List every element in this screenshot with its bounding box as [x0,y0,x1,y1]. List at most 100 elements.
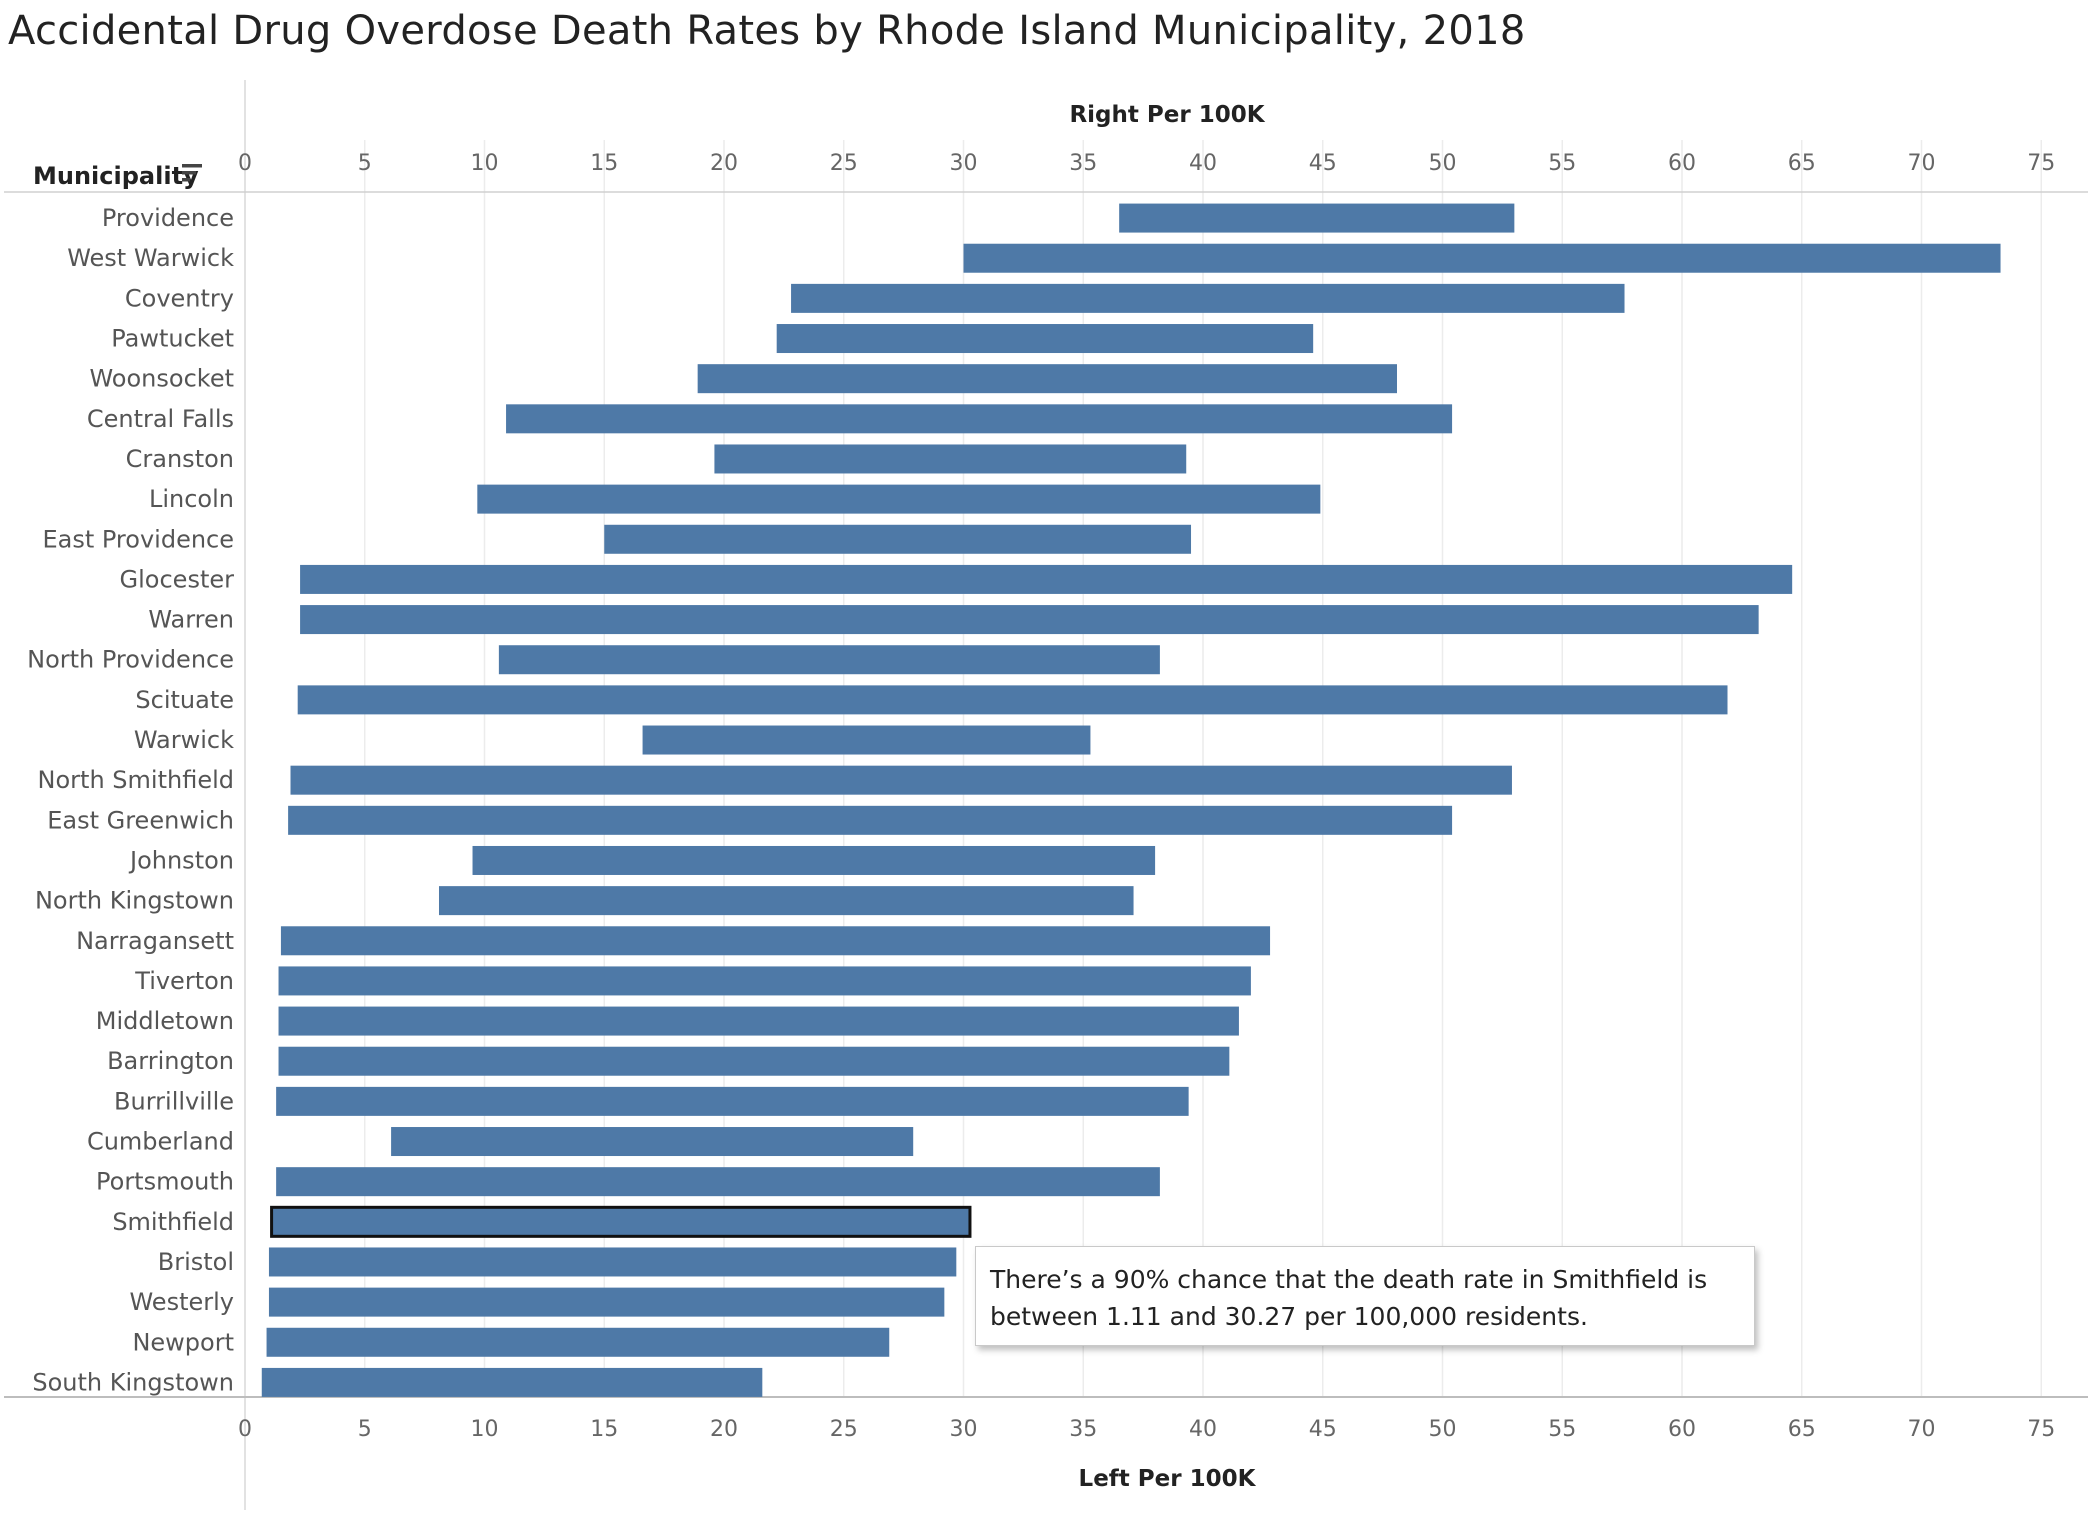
bar[interactable] [1119,203,1515,233]
row-label[interactable]: North Smithfield [38,766,234,794]
row-label[interactable]: North Kingstown [35,887,234,915]
bottom-axis-title: Left Per 100K [1079,1466,1257,1492]
bottom-tick-label: 5 [358,1417,372,1442]
row-label[interactable]: Westerly [129,1288,234,1316]
top-axis-title: Right Per 100K [1069,102,1265,128]
row-label[interactable]: Pawtucket [111,325,234,353]
bottom-tick-label: 40 [1189,1417,1217,1442]
bar[interactable] [642,725,1091,755]
row-label[interactable]: North Providence [27,646,234,674]
bar[interactable] [278,1046,1230,1076]
top-tick-label: 0 [238,151,252,176]
row-label[interactable]: Newport [132,1328,234,1356]
tooltip-line-1: There’s a 90% chance that the death rate… [990,1265,1708,1294]
bottom-tick-label: 65 [1788,1417,1816,1442]
row-label[interactable]: Barrington [107,1047,234,1075]
municipality-column-header[interactable]: Municipality [33,162,199,190]
bar[interactable] [300,564,1793,594]
row-label[interactable]: West Warwick [67,244,234,272]
bar[interactable] [963,243,2001,273]
bar[interactable] [278,966,1251,996]
bar[interactable] [280,926,1271,956]
bar[interactable] [276,1086,1189,1116]
bar[interactable] [300,605,1759,635]
bottom-tick-label: 75 [2027,1417,2055,1442]
bar[interactable] [261,1367,763,1397]
top-tick-label: 10 [471,151,499,176]
top-tick-label: 40 [1189,151,1217,176]
top-tick-label: 75 [2027,151,2055,176]
row-label[interactable]: Warwick [134,726,234,754]
row-label[interactable]: Bristol [158,1248,234,1276]
bar[interactable] [266,1327,890,1357]
bottom-axis-ticks: 0 5 10 15 20 25 30 35 40 45 50 55 60 65 70 75 [238,1417,2055,1442]
row-label[interactable]: Glocester [120,565,235,593]
row-label[interactable]: Cumberland [87,1128,234,1156]
top-tick-label: 55 [1548,151,1576,176]
row-label[interactable]: Woonsocket [89,365,234,393]
row-labels: Providence West Warwick Coventry Pawtucket W… [27,204,234,1396]
top-tick-label: 50 [1429,151,1457,176]
chart-title: Accidental Drug Overdose Death Rates by … [8,8,1526,54]
row-label[interactable]: Cranston [126,445,234,473]
top-axis-ticks: 0 5 10 15 20 25 30 35 40 45 50 55 60 65 70 75 [238,151,2055,176]
row-label[interactable]: Lincoln [149,485,234,513]
row-label[interactable]: Coventry [125,284,234,312]
bottom-tick-label: 30 [950,1417,978,1442]
bar[interactable] [714,444,1187,474]
top-tick-label: 5 [358,151,372,176]
bar[interactable] [276,1167,1160,1197]
bottom-tick-label: 50 [1429,1417,1457,1442]
row-label[interactable]: Portsmouth [96,1168,234,1196]
bar[interactable] [268,1247,957,1277]
row-label[interactable]: Scituate [135,686,234,714]
row-label[interactable]: Middletown [96,1007,234,1035]
bottom-tick-label: 55 [1548,1417,1576,1442]
tooltip-line-2: between 1.11 and 30.27 per 100,000 resid… [990,1302,1588,1331]
row-label[interactable]: Burrillville [114,1087,234,1115]
bar[interactable] [472,845,1156,875]
row-label[interactable]: Providence [102,204,234,232]
bar[interactable] [391,1127,914,1157]
row-label[interactable]: Johnston [128,846,234,874]
bar[interactable] [268,1287,945,1317]
top-tick-label: 45 [1309,151,1337,176]
row-label[interactable]: Tiverton [134,967,234,995]
bar[interactable] [438,886,1134,916]
bottom-tick-label: 15 [590,1417,618,1442]
top-tick-label: 65 [1788,151,1816,176]
bar[interactable] [278,1006,1239,1036]
bar[interactable] [506,404,1453,434]
bar[interactable] [697,364,1397,394]
row-label[interactable]: Narragansett [76,927,234,955]
sort-descending-icon[interactable] [182,164,202,182]
row-label[interactable]: East Greenwich [47,806,234,834]
bottom-tick-label: 45 [1309,1417,1337,1442]
row-label[interactable]: Smithfield [112,1208,234,1236]
bar[interactable] [791,283,1625,313]
bottom-tick-label: 60 [1668,1417,1696,1442]
row-label[interactable]: South Kingstown [32,1368,234,1396]
bar[interactable] [498,645,1160,675]
bar[interactable] [776,324,1314,354]
tooltip: There’s a 90% chance that the death rate… [975,1246,1755,1346]
row-label[interactable]: East Providence [42,525,234,553]
row-label[interactable]: Warren [148,606,234,634]
top-tick-label: 25 [830,151,858,176]
row-label[interactable]: Central Falls [87,405,234,433]
top-tick-label: 30 [950,151,978,176]
top-tick-label: 15 [590,151,618,176]
bar[interactable] [297,685,1728,715]
bottom-tick-label: 20 [710,1417,738,1442]
bottom-tick-label: 35 [1069,1417,1097,1442]
bar-selected[interactable] [270,1205,972,1238]
top-tick-label: 20 [710,151,738,176]
bar[interactable] [288,805,1453,835]
bottom-tick-label: 70 [1908,1417,1936,1442]
bar[interactable] [604,524,1192,554]
bars [261,203,2001,1397]
bar[interactable] [477,484,1321,514]
bar[interactable] [290,765,1512,795]
bottom-tick-label: 25 [830,1417,858,1442]
